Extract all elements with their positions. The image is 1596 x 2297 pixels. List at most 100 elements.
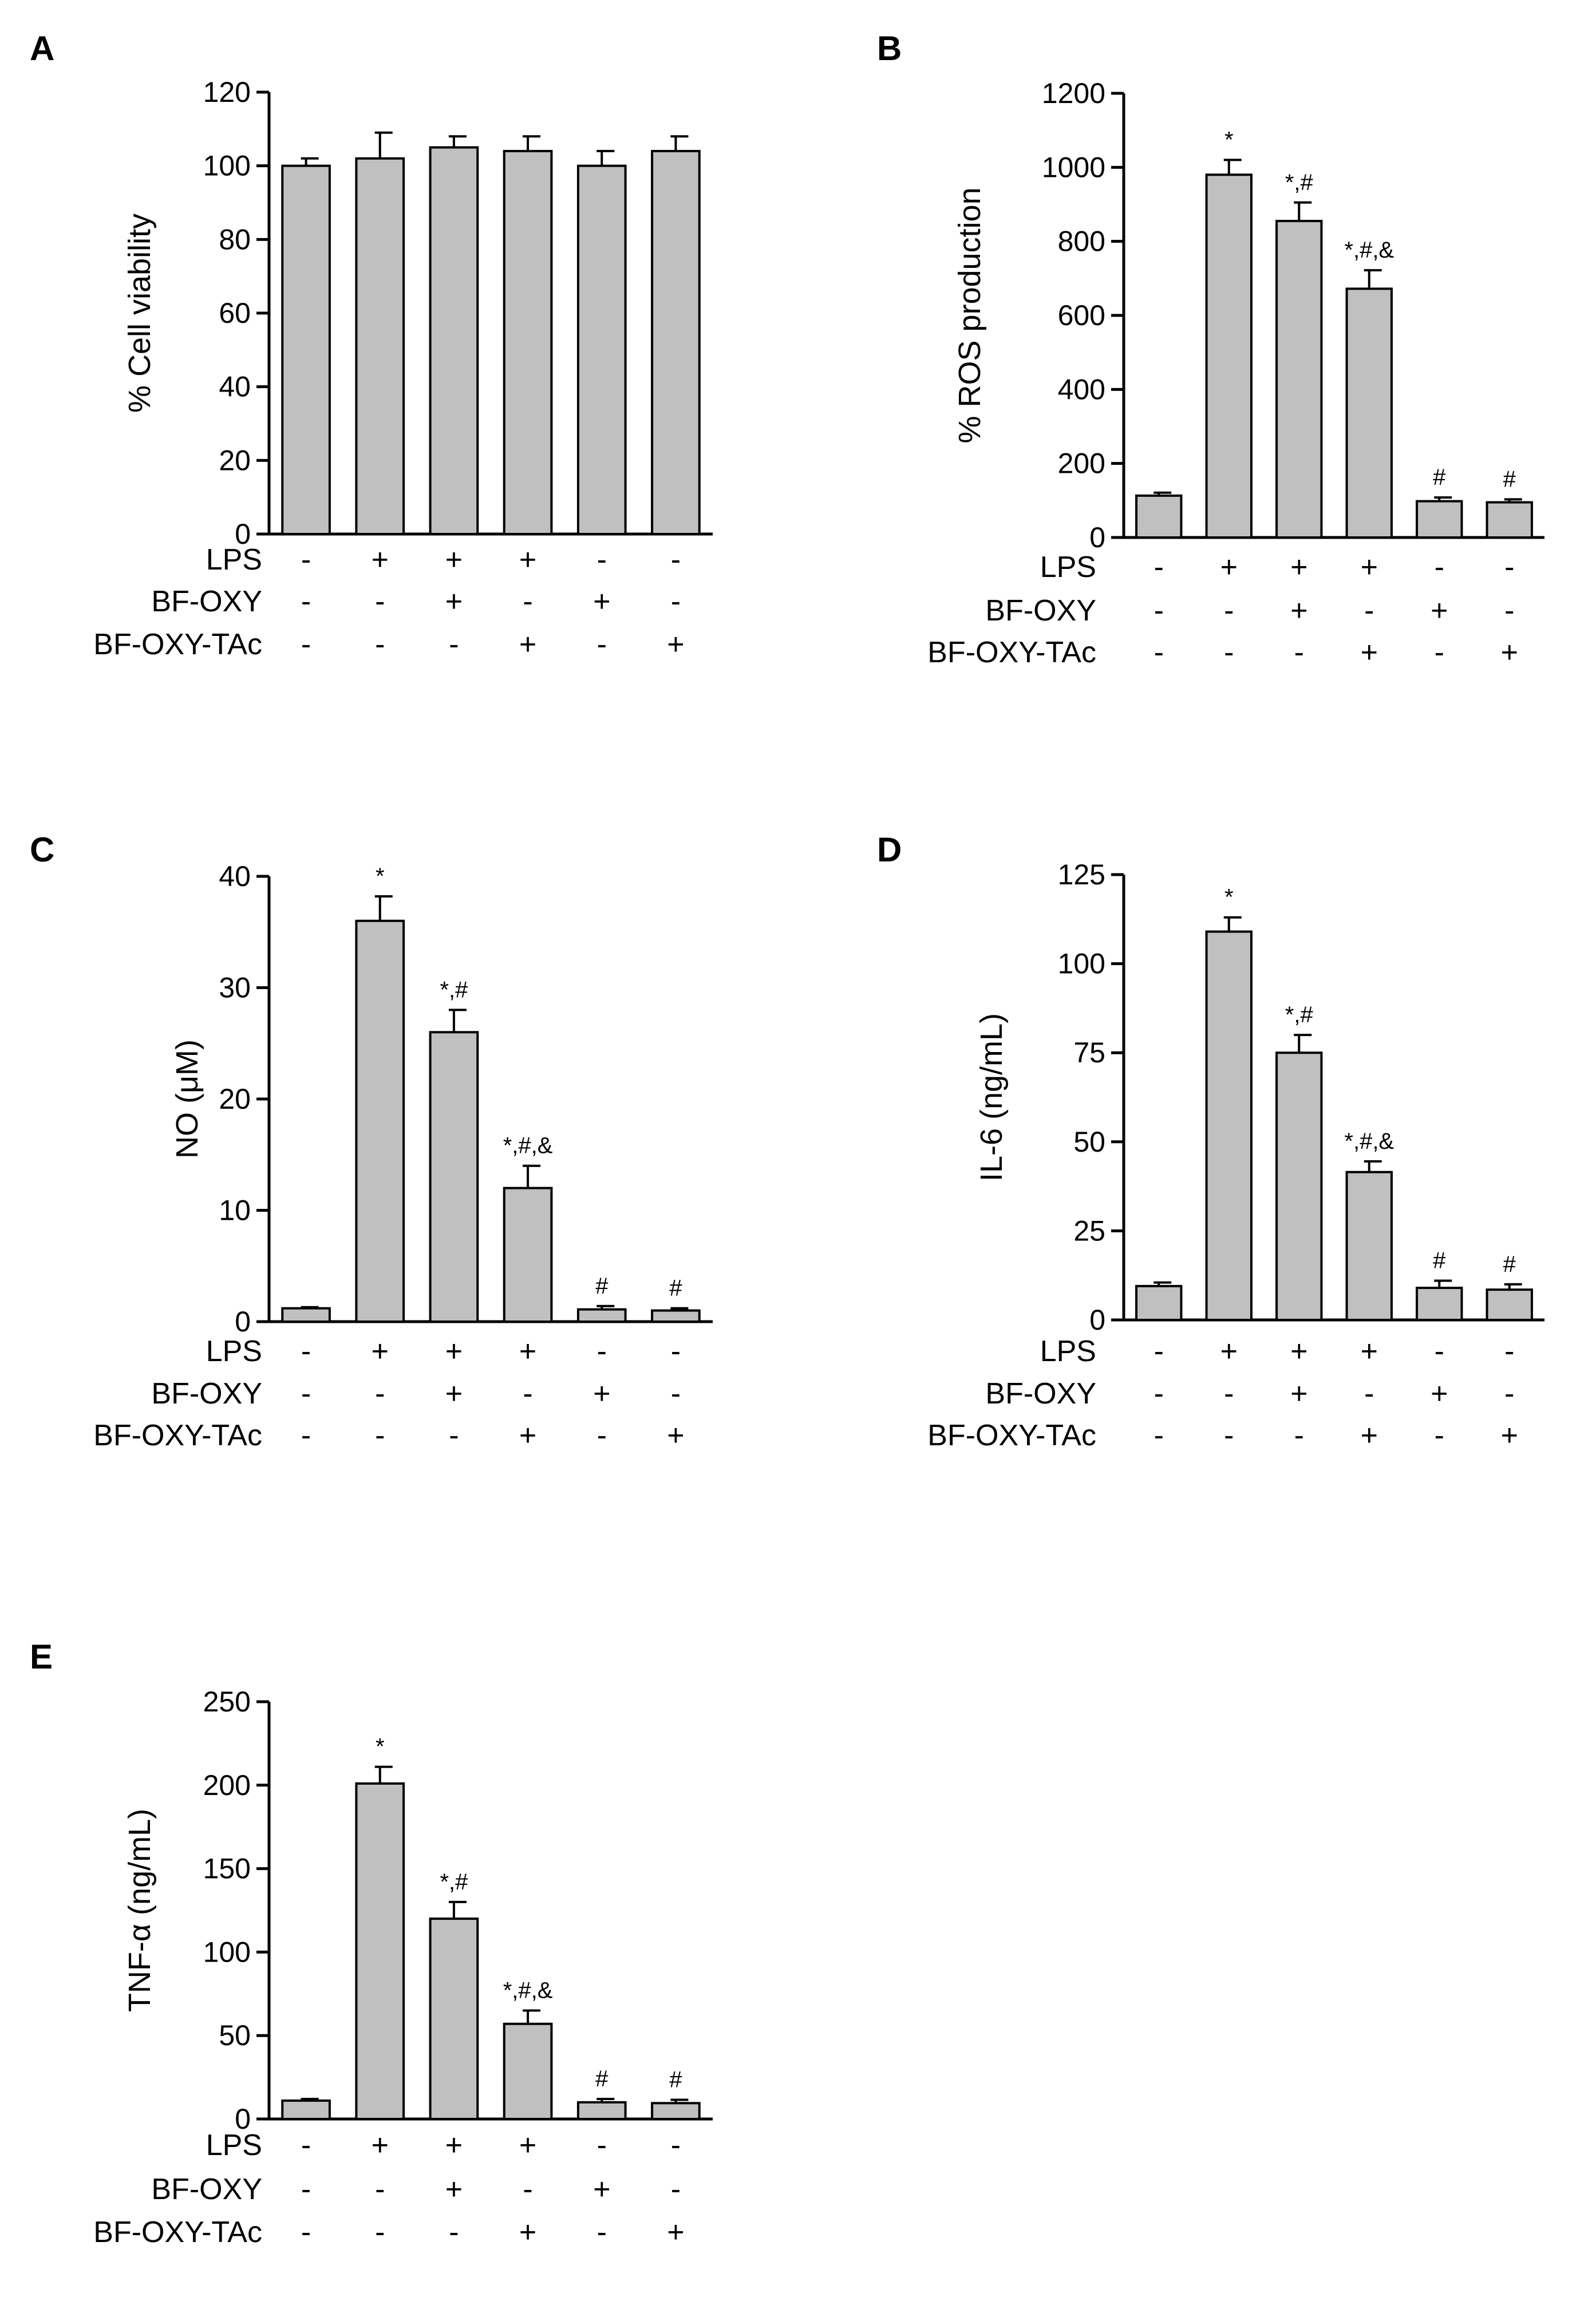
y-tick-label: 0 (235, 518, 251, 550)
y-tick-label: 100 (1058, 948, 1105, 980)
treatment-sign: - (671, 543, 681, 576)
treatment-label: BF-OXY (151, 585, 262, 618)
treatment-sign: - (1154, 594, 1164, 627)
treatment-label: BF-OXY-TAc (927, 1419, 1096, 1452)
y-tick-label: 50 (1073, 1126, 1105, 1158)
treatment-sign: - (301, 2173, 311, 2206)
treatment-sign: - (1294, 636, 1304, 669)
treatment-sign: + (445, 585, 463, 618)
treatment-sign: - (449, 628, 459, 661)
bar (281, 1307, 331, 1323)
treatment-sign: - (1154, 551, 1164, 584)
y-tick-label: 40 (219, 860, 251, 892)
y-tick-label: 1200 (1042, 77, 1105, 109)
significance-mark: # (669, 2067, 682, 2092)
treatment-sign: - (597, 2216, 607, 2249)
bar (429, 1918, 479, 2121)
y-tick-label: 120 (203, 76, 251, 108)
y-axis-title: IL-6 (ng/mL) (974, 1013, 1009, 1181)
treatment-sign: - (597, 1419, 607, 1452)
treatment-label: LPS (206, 1335, 262, 1368)
treatment-sign: + (1431, 1377, 1448, 1410)
panel-letter: E (30, 1638, 53, 1676)
treatment-sign: - (301, 2216, 311, 2249)
treatment-sign: - (1224, 636, 1234, 669)
treatment-sign: + (1290, 551, 1307, 584)
treatment-label: BF-OXY (151, 2173, 262, 2206)
treatment-sign: - (301, 543, 311, 576)
bar (281, 164, 331, 535)
y-tick-label: 60 (219, 297, 251, 329)
significance-mark: *,# (1285, 1002, 1314, 1027)
significance-mark: * (1224, 885, 1234, 910)
treatment-sign: + (1220, 1335, 1238, 1368)
bar (1275, 220, 1323, 539)
treatment-sign: - (1435, 1419, 1444, 1452)
significance-mark: # (669, 1276, 682, 1301)
treatment-sign: + (372, 2129, 389, 2162)
treatment-sign: - (1504, 1377, 1514, 1410)
significance-mark: # (595, 2066, 609, 2092)
bar (1345, 1171, 1393, 1321)
y-axis-title: % ROS production (953, 187, 987, 443)
bar (651, 2102, 701, 2121)
y-tick-label: 100 (203, 1936, 251, 1968)
treatment-sign: - (1224, 1419, 1234, 1452)
treatment-sign: + (593, 2173, 610, 2206)
bar (1135, 494, 1183, 539)
y-axis-title: TNF-α (ng/mL) (123, 1809, 157, 2012)
treatment-sign: - (671, 585, 681, 618)
treatment-label: BF-OXY (985, 1377, 1096, 1410)
treatment-sign: + (519, 628, 536, 661)
treatment-sign: + (519, 2129, 536, 2162)
treatment-sign: - (1224, 594, 1234, 627)
treatment-label: LPS (206, 543, 262, 576)
y-tick-label: 150 (203, 1853, 251, 1885)
treatment-sign: - (449, 1419, 459, 1452)
treatment-sign: - (301, 1335, 311, 1368)
panel-c: C 0 10 20 30 40 NO (μM) * *,# *,#,& # # LPS - + + + - - BF-… (30, 831, 713, 1452)
treatment-sign: + (1361, 551, 1378, 584)
y-tick-label: 80 (219, 223, 251, 255)
bar (1416, 500, 1463, 539)
significance-mark: # (1503, 466, 1516, 492)
treatment-sign: + (1501, 636, 1518, 669)
bar (503, 149, 553, 535)
significance-mark: *,#,& (1344, 1129, 1394, 1154)
treatment-sign: + (445, 2173, 463, 2206)
treatment-sign: + (519, 1419, 536, 1452)
treatment-sign: + (1361, 636, 1378, 669)
treatment-label: BF-OXY-TAc (927, 636, 1096, 669)
treatment-sign: - (1154, 636, 1164, 669)
treatment-sign: - (671, 2129, 681, 2162)
treatment-sign: + (519, 1335, 536, 1368)
treatment-sign: - (671, 1377, 681, 1410)
treatment-sign: - (671, 2173, 681, 2206)
treatment-sign: + (1361, 1419, 1378, 1452)
treatment-sign: - (597, 2129, 607, 2162)
y-tick-label: 50 (219, 2019, 251, 2051)
y-tick-label: 1000 (1042, 151, 1105, 183)
y-tick-label: 0 (1089, 1304, 1105, 1336)
treatment-sign: + (667, 2216, 684, 2249)
treatment-sign: + (1501, 1419, 1518, 1452)
treatment-sign: - (1224, 1377, 1234, 1410)
treatment-sign: + (1220, 551, 1238, 584)
treatment-sign: + (445, 1377, 463, 1410)
bar (1486, 1288, 1533, 1321)
treatment-sign: - (1504, 594, 1514, 627)
y-tick-label: 600 (1058, 299, 1105, 331)
treatment-sign: + (445, 543, 463, 576)
treatment-sign: - (1435, 551, 1444, 584)
panel-letter: B (877, 29, 902, 68)
bar (1205, 930, 1253, 1321)
treatment-sign: - (597, 1335, 607, 1368)
treatment-sign: + (1361, 1335, 1378, 1368)
treatment-sign: + (372, 1335, 389, 1368)
treatment-sign: + (1290, 1335, 1307, 1368)
bar (1135, 1284, 1183, 1322)
panel-b: B 0 200 400 600 800 1000 1200 % ROS production * *… (877, 29, 1544, 669)
bar (355, 1782, 405, 2121)
bar (1205, 173, 1253, 539)
significance-mark: # (1433, 1248, 1446, 1274)
